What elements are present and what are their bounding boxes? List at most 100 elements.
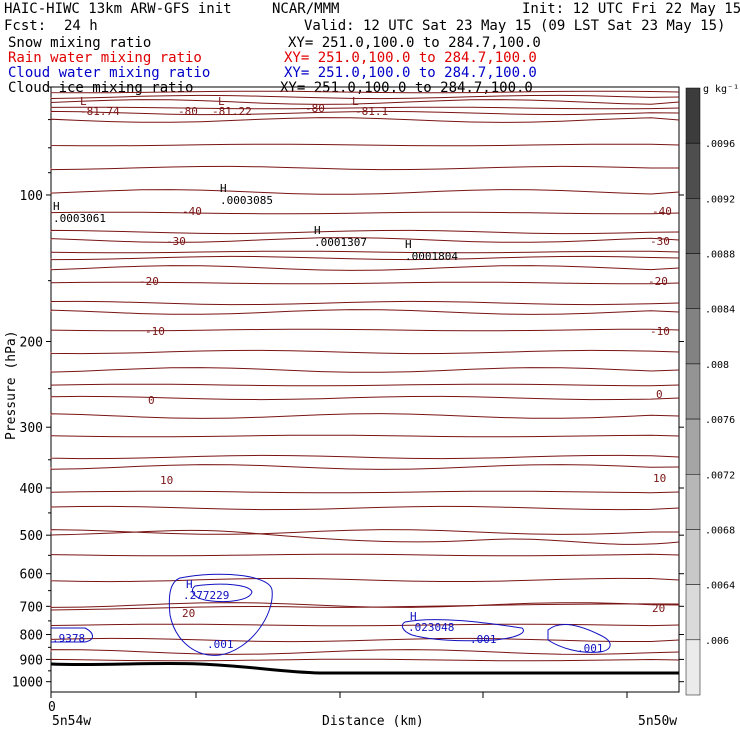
- extreme-mark: H: [314, 224, 321, 237]
- isotherm-line: [50, 553, 680, 557]
- x-right-label: 5n50w: [638, 714, 677, 729]
- isotherm-line: [50, 143, 680, 147]
- cloud-water-high: H: [186, 578, 193, 591]
- cloud-water-label: .001: [577, 642, 604, 655]
- colorbar-label: .0064: [705, 581, 735, 592]
- isotherm-line: [50, 94, 680, 100]
- isotherm-line: [50, 623, 680, 627]
- isotherm-line: [50, 281, 680, 285]
- colorbar-segment: [685, 253, 701, 309]
- isotherm-label: 0: [148, 394, 155, 407]
- isotherm-line: [50, 110, 680, 116]
- isotherm-label: -81.22: [212, 105, 252, 118]
- cloud-water-label: .9378: [52, 632, 85, 645]
- isotherm-contours: [50, 90, 680, 675]
- isotherm-line: [50, 658, 680, 662]
- field-name-snow: Snow mixing ratio: [8, 35, 152, 51]
- colorbar-segment: [685, 142, 701, 199]
- y-tick-label: 300: [20, 421, 43, 436]
- y-tick-label: 500: [20, 529, 43, 544]
- extreme-mark: H: [405, 238, 412, 251]
- cloud-water-contour: [192, 583, 253, 603]
- isotherm-line: [50, 602, 680, 608]
- isotherm-line: [50, 237, 680, 243]
- cloud-water-contour: [547, 624, 611, 653]
- colorbar-label: .0068: [705, 525, 735, 536]
- isotherm-line: [50, 250, 680, 254]
- colorbar-segment: [685, 639, 701, 696]
- isotherm-label: 0: [656, 388, 663, 401]
- cloud-water-high: H: [410, 610, 417, 623]
- terrain-line: [50, 661, 679, 675]
- isotherm-label: -80: [305, 102, 325, 115]
- isotherm-label: -80: [178, 105, 198, 118]
- y-tick-label: 600: [20, 568, 43, 583]
- isotherm-label: -81.1: [355, 105, 388, 118]
- extreme-value: .0003085: [220, 194, 273, 207]
- isotherm-line: [50, 117, 680, 123]
- colorbar-label: .0076: [705, 415, 735, 426]
- axis-ticks: [46, 86, 684, 698]
- isotherm-line: [50, 434, 680, 438]
- cloud-water-label: .023048: [408, 621, 454, 634]
- y-tick-label: 100: [20, 189, 43, 204]
- y-axis-label: Pressure (hPa): [4, 330, 19, 440]
- isotherm-line: [50, 300, 680, 306]
- colorbar-label: .0096: [705, 139, 735, 150]
- x-axis-label: Distance (km): [322, 714, 424, 729]
- isotherm-line: [50, 229, 680, 235]
- colorbar-segment: [685, 198, 701, 254]
- cloud-water-label: .001: [207, 638, 234, 651]
- colorbar-label: .0072: [705, 470, 735, 481]
- title-left: HAIC-HIWC 13km ARW-GFS init: [4, 1, 232, 17]
- extreme-mark: L: [80, 95, 87, 108]
- colorbar-segment: [685, 308, 701, 365]
- isotherm-label: -20: [648, 275, 668, 288]
- cloud-water-label: .001: [470, 633, 497, 646]
- cloud-water-contour: [168, 573, 273, 656]
- y-tick-labels: 100 200 300 400 500 600 700 800 900 1000: [12, 189, 43, 691]
- field-name-cloud-water: Cloud water mixing ratio: [8, 65, 211, 81]
- contour-labels: -81.74 -80 -81.22 -80 -81.1 -40 -40 -30 -30 -20 -2…: [52, 95, 672, 655]
- colorbar-label: .0084: [705, 305, 735, 316]
- isotherm-line: [50, 505, 680, 511]
- colorbar-segment: [685, 418, 701, 475]
- isotherm-label: 20: [182, 607, 195, 620]
- colorbar-label: .006: [705, 636, 729, 647]
- isotherm-line: [50, 603, 680, 611]
- y-tick-label: 700: [20, 600, 43, 615]
- extreme-mark: H: [220, 182, 227, 195]
- isotherm-line: [50, 106, 680, 110]
- isotherm-label: 20: [652, 602, 665, 615]
- extreme-value: .0001804: [405, 250, 458, 263]
- isotherm-line: [50, 165, 679, 171]
- isotherm-line: [50, 383, 680, 387]
- cloud-water-contour: [401, 619, 524, 642]
- isotherm-label: -30: [650, 235, 670, 248]
- isotherm-line: [50, 413, 680, 419]
- isotherm-label: 10: [653, 472, 666, 485]
- valid-time: Valid: 12 UTC Sat 23 May 15 (09 LST Sat …: [304, 18, 726, 34]
- colorbar-unit: g kg⁻¹: [703, 84, 739, 95]
- colorbar-segment: [685, 474, 701, 530]
- isotherm-line: [50, 255, 680, 261]
- init-time: Init: 12 UTC Fri 22 May 15: [522, 1, 740, 17]
- extreme-mark: H: [53, 200, 60, 213]
- isotherm-line: [50, 490, 680, 494]
- colorbar-segment: [685, 363, 701, 420]
- plot-frame: [50, 86, 680, 693]
- isotherm-line: [50, 328, 680, 332]
- isotherm-line: [50, 529, 680, 545]
- extreme-value: .0001307: [314, 236, 367, 249]
- isotherm-line: [50, 649, 680, 655]
- y-tick-label: 1000: [12, 676, 43, 691]
- isotherm-label: -40: [182, 205, 202, 218]
- colorbar-segment: [685, 529, 701, 585]
- isotherm-line: [50, 395, 680, 401]
- fcst-value: 24 h: [64, 18, 98, 34]
- isotherm-label: -10: [145, 325, 165, 338]
- isotherm-line: [50, 265, 680, 271]
- y-tick-label: 800: [20, 629, 43, 644]
- colorbar-label: .008: [705, 360, 729, 371]
